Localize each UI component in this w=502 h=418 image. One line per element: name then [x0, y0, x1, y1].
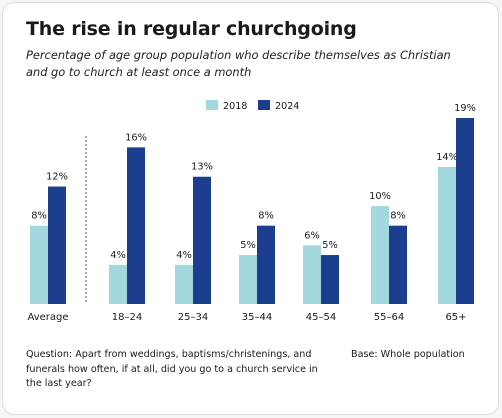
bar-2024-6 — [456, 118, 474, 304]
bar-2018-4 — [303, 245, 321, 304]
data-label-2018-4: 6% — [304, 230, 320, 241]
data-label-2024-4: 5% — [322, 240, 338, 251]
chart-card — [2, 2, 499, 415]
data-label-2018-0: 8% — [31, 211, 47, 222]
bar-2024-4 — [321, 255, 339, 304]
legend-label-2024: 2024 — [275, 101, 299, 112]
bar-2018-2 — [175, 264, 193, 304]
data-label-2018-1: 4% — [110, 250, 126, 261]
data-label-2024-6: 19% — [454, 103, 476, 114]
data-label-2024-5: 8% — [390, 211, 406, 222]
question-footnote: Question: Apart from weddings, baptisms/… — [26, 349, 318, 389]
data-label-2018-5: 10% — [369, 191, 391, 202]
bar-2024-2 — [193, 176, 211, 304]
x-tick-label-2: 25–34 — [178, 312, 208, 323]
bar-2018-5 — [371, 206, 389, 304]
data-label-2024-3: 8% — [258, 211, 274, 222]
data-label-2024-1: 16% — [125, 132, 147, 143]
bar-2018-3 — [239, 255, 257, 304]
bar-2024-3 — [257, 225, 275, 304]
x-tick-label-1: 18–24 — [112, 312, 142, 323]
bar-2018-6 — [438, 166, 456, 304]
x-tick-label-0: Average — [27, 312, 68, 323]
data-label-2024-2: 13% — [191, 162, 213, 173]
chart-title: The rise in regular churchgoing — [26, 18, 357, 40]
chart-subtitle: Percentage of age group population who d… — [26, 48, 451, 79]
data-label-2024-0: 12% — [46, 172, 68, 183]
x-tick-label-3: 35–44 — [242, 312, 272, 323]
bar-2024-0 — [48, 186, 66, 304]
base-note: Base: Whole population — [351, 349, 465, 360]
bar-2024-5 — [389, 225, 407, 304]
x-tick-label-6: 65+ — [445, 312, 466, 323]
data-label-2018-2: 4% — [176, 250, 192, 261]
bar-2018-1 — [109, 264, 127, 304]
legend-label-2018: 2018 — [223, 101, 247, 112]
data-label-2018-6: 14% — [436, 152, 458, 163]
bar-2024-1 — [127, 147, 145, 304]
data-label-2018-3: 5% — [240, 240, 256, 251]
x-tick-label-4: 45–54 — [306, 312, 336, 323]
bar-2018-0 — [30, 225, 48, 304]
legend-swatch-2018 — [206, 100, 218, 110]
x-tick-label-5: 55–64 — [374, 312, 404, 323]
legend-swatch-2024 — [258, 100, 270, 110]
